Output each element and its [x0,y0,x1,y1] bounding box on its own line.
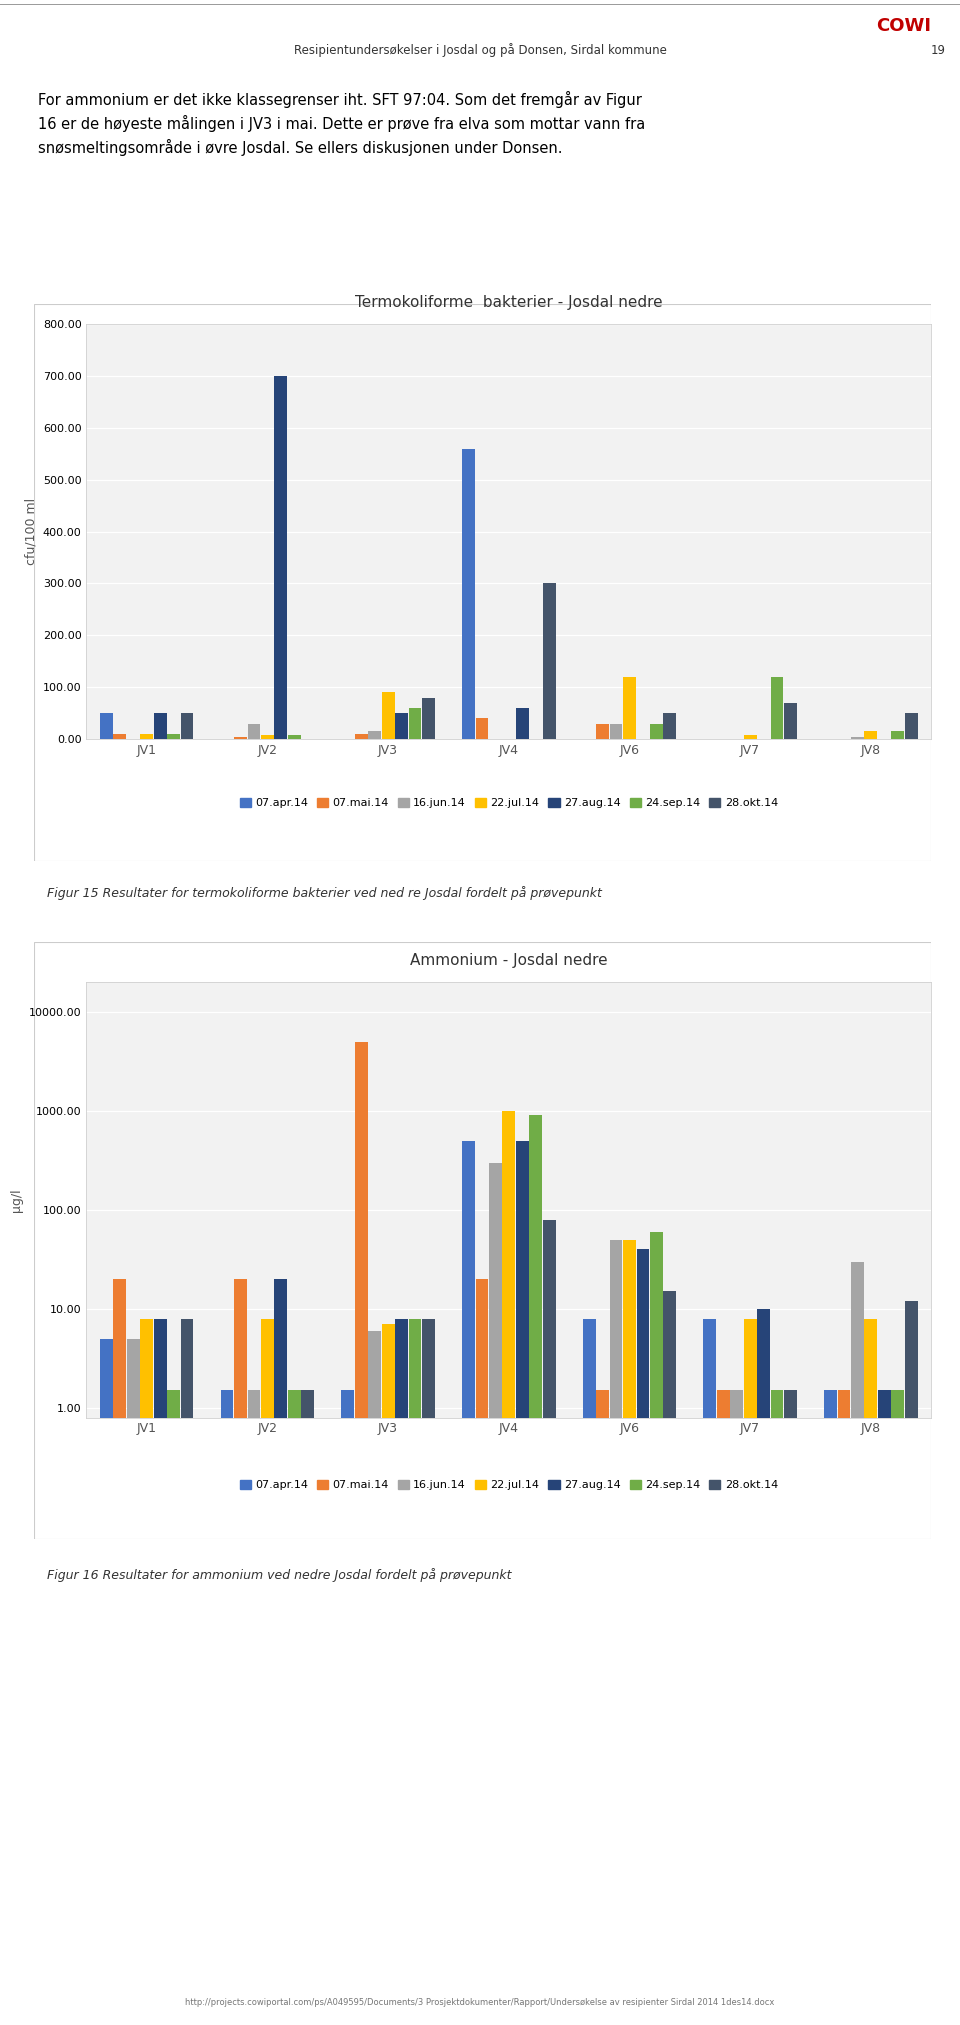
Bar [489,1162,502,2025]
Bar [650,1231,662,2025]
Bar [475,719,489,739]
Text: 19: 19 [930,43,946,57]
Bar [342,1391,354,2025]
Title: Ammonium - Josdal nedre: Ammonium - Josdal nedre [410,954,608,968]
Bar [771,1391,783,2025]
Bar [731,1391,743,2025]
Bar [422,1318,435,2025]
Bar [771,676,783,739]
Bar [113,1280,126,2025]
Bar [140,1318,154,2025]
Bar [663,713,676,739]
Bar [167,1391,180,2025]
Bar [824,1391,837,2025]
Bar [516,1140,529,2025]
Bar [100,713,112,739]
Bar [409,709,421,739]
Bar [382,693,395,739]
Bar [180,713,194,739]
Bar [892,1391,904,2025]
Legend: 07.apr.14, 07.mai.14, 16.jun.14, 22.jul.14, 27.aug.14, 24.sep.14, 28.okt.14: 07.apr.14, 07.mai.14, 16.jun.14, 22.jul.… [235,794,782,812]
Bar [610,1239,622,2025]
Bar [462,1140,475,2025]
Text: Figur 16 Resultater for ammonium ved nedre Josdal fordelt på prøvepunkt: Figur 16 Resultater for ammonium ved ned… [47,1569,512,1582]
Bar [623,676,636,739]
Bar [610,723,622,739]
Title: Termokoliforme  bakterier - Josdal nedre: Termokoliforme bakterier - Josdal nedre [355,296,662,310]
Bar [596,1391,609,2025]
Bar [301,1391,314,2025]
Bar [744,1318,756,2025]
Bar [261,1318,274,2025]
Bar [636,1249,649,2025]
Bar [127,1339,140,2025]
Bar [475,1280,489,2025]
Bar [704,1318,716,2025]
Bar [355,1041,368,2025]
Bar [623,1239,636,2025]
Bar [784,703,797,739]
Bar [864,1318,877,2025]
Bar [757,1308,770,2025]
Bar [113,733,126,739]
Bar [837,1391,851,2025]
Bar [221,1391,233,2025]
Bar [396,1318,408,2025]
Bar [180,1318,194,2025]
Bar [248,1391,260,2025]
Bar [529,1116,542,2025]
Bar [462,448,475,739]
Bar [851,737,864,739]
Bar [382,1324,395,2025]
Bar [663,1292,676,2025]
Bar [234,737,247,739]
Bar [542,583,556,739]
Bar [744,735,756,739]
Bar [154,1318,167,2025]
Legend: 07.apr.14, 07.mai.14, 16.jun.14, 22.jul.14, 27.aug.14, 24.sep.14, 28.okt.14: 07.apr.14, 07.mai.14, 16.jun.14, 22.jul.… [235,1476,782,1494]
Bar [905,1302,918,2025]
Y-axis label: µg/l: µg/l [11,1189,23,1211]
Bar [369,1330,381,2025]
Bar [542,1219,556,2025]
Bar [355,733,368,739]
Bar [864,731,877,739]
Bar [650,723,662,739]
Y-axis label: cfu/100 ml: cfu/100 ml [24,498,37,565]
Bar [154,713,167,739]
Bar [409,1318,421,2025]
Bar [167,733,180,739]
Bar [851,1262,864,2025]
Bar [892,731,904,739]
Bar [396,713,408,739]
Bar [717,1391,730,2025]
Bar [248,723,260,739]
Bar [905,713,918,739]
Bar [234,1280,247,2025]
Text: Resipientundersøkelser i Josdal og på Donsen, Sirdal kommune: Resipientundersøkelser i Josdal og på Do… [294,43,666,57]
Bar [369,731,381,739]
Bar [422,697,435,739]
Bar [516,709,529,739]
Text: COWI: COWI [876,16,931,34]
Bar [583,1318,595,2025]
Bar [877,1391,891,2025]
Bar [261,735,274,739]
Text: Figur 15 Resultater for termokoliforme bakterier ved ned re Josdal fordelt på pr: Figur 15 Resultater for termokoliforme b… [47,887,602,899]
Bar [275,1280,287,2025]
Bar [288,1391,300,2025]
Bar [596,723,609,739]
Bar [288,735,300,739]
Bar [140,733,154,739]
Bar [100,1339,112,2025]
Text: http://projects.cowiportal.com/ps/A049595/Documents/3 Prosjektdokumenter/Rapport: http://projects.cowiportal.com/ps/A04959… [185,1999,775,2007]
Text: For ammonium er det ikke klassegrenser iht. SFT 97:04. Som det fremgår av Figur
: For ammonium er det ikke klassegrenser i… [38,91,646,156]
Bar [784,1391,797,2025]
Bar [502,1112,516,2025]
Bar [275,377,287,739]
